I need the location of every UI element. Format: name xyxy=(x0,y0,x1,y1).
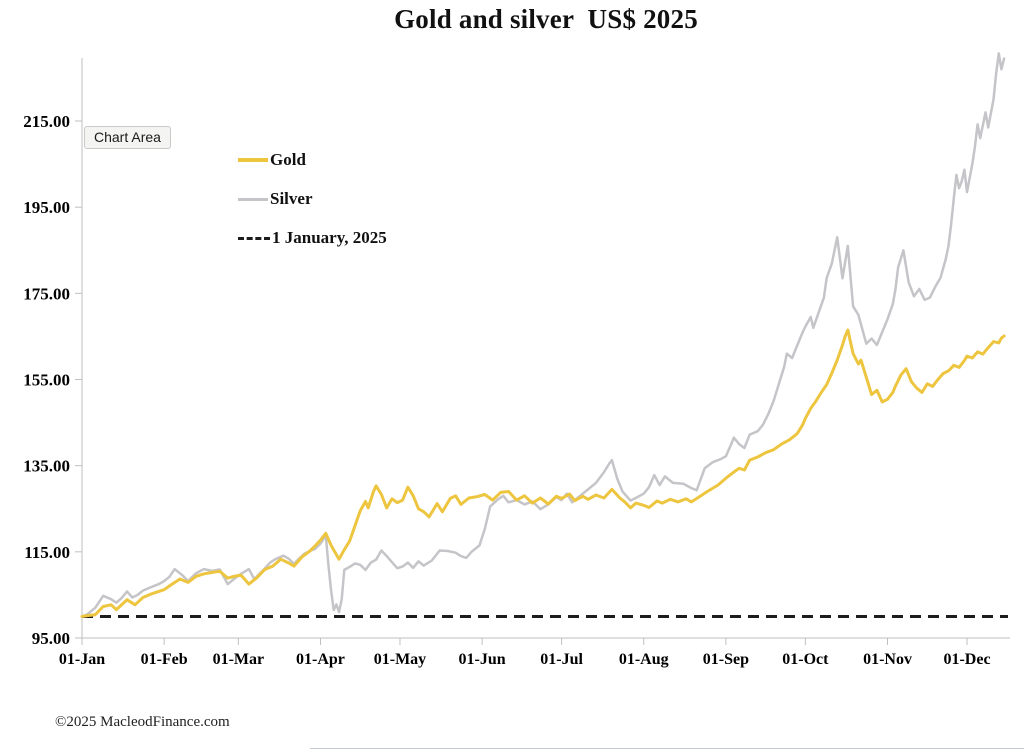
legend-item-baseline[interactable]: 1 January, 2025 xyxy=(238,228,387,248)
x-axis-tick-label: 01-Apr xyxy=(296,651,345,668)
chart-area-tooltip-label: Chart Area xyxy=(94,129,161,145)
legend-label-silver: Silver xyxy=(270,189,313,208)
x-axis-tick-label: 01-Mar xyxy=(213,651,265,668)
x-axis-tick-label: 01-Jul xyxy=(540,651,583,668)
chart-title: Gold and silver US$ 2025 xyxy=(394,4,698,34)
legend-item-gold[interactable]: Gold xyxy=(238,150,387,170)
bottom-edge-line xyxy=(310,748,1024,749)
legend-item-silver[interactable]: Silver xyxy=(238,189,387,209)
gold-series-line[interactable] xyxy=(80,328,1006,618)
y-axis-tick-label: 155.00 xyxy=(23,371,70,390)
y-axis-tick-label: 195.00 xyxy=(23,198,70,217)
y-axis-tick-label: 215.00 xyxy=(23,112,70,131)
y-axis-tick-label: 175.00 xyxy=(23,284,70,303)
x-axis-tick-label: 01-Jan xyxy=(59,651,105,668)
gold-legend-swatch-icon xyxy=(238,158,268,162)
x-axis-tick-label: 01-Feb xyxy=(141,651,188,668)
chart-plot-area[interactable]: 95.00 115.00 135.00 155.00 175.00 195.00 215.0… xyxy=(0,0,1024,700)
silver-legend-swatch-icon xyxy=(238,197,268,201)
y-axis-tick-label: 135.00 xyxy=(23,457,70,476)
x-axis-tick-label: 01-Dec xyxy=(943,651,990,668)
baseline-legend-swatch-icon xyxy=(238,236,270,240)
legend-label-gold: Gold xyxy=(270,150,306,169)
x-axis-tick-label: 01-May xyxy=(374,651,426,668)
chart-legend: Gold Silver 1 January, 2025 xyxy=(238,150,387,267)
x-axis-tick-label: 01-Sep xyxy=(703,651,749,668)
x-axis-tick-label: 01-Nov xyxy=(863,651,912,668)
legend-label-baseline: 1 January, 2025 xyxy=(272,228,387,247)
y-axis-tick-label: 95.00 xyxy=(32,629,70,648)
x-axis-tick-label: 01-Jun xyxy=(459,651,506,668)
copyright-text: ©2025 MacleodFinance.com xyxy=(55,714,230,730)
silver-series-line[interactable] xyxy=(80,52,1006,618)
chart-area-tooltip: Chart Area xyxy=(84,126,171,149)
x-axis-tick-label: 01-Oct xyxy=(782,651,829,668)
x-axis-tick-label: 01-Aug xyxy=(619,651,669,668)
y-axis-tick-label: 115.00 xyxy=(24,543,70,562)
